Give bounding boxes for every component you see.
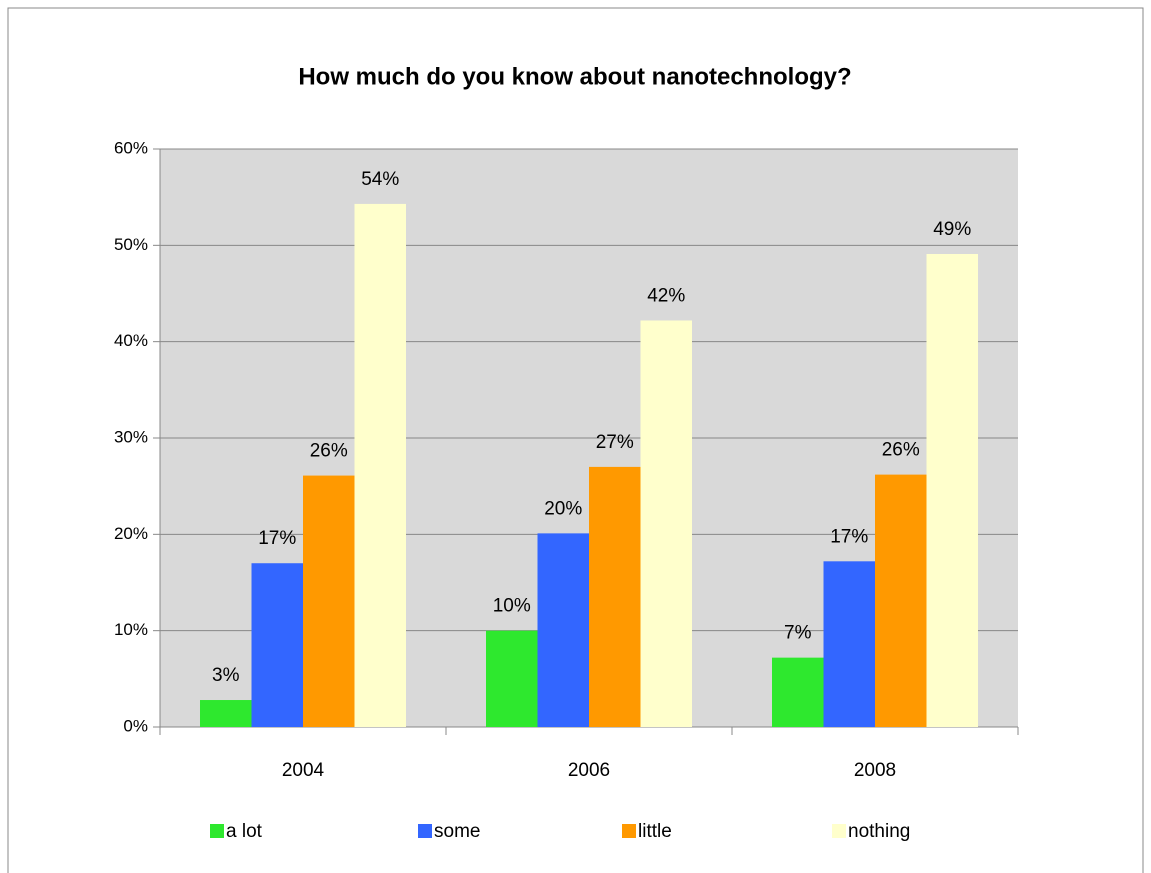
bar (486, 630, 538, 727)
bar (772, 657, 824, 727)
legend-swatch (210, 824, 224, 838)
bar (537, 533, 589, 727)
y-tick-label: 40% (114, 331, 148, 350)
y-tick-label: 20% (114, 524, 148, 543)
x-tick-label: 2008 (854, 760, 896, 781)
bar (823, 561, 875, 727)
legend-label: some (434, 821, 480, 842)
bar (640, 320, 692, 727)
data-label: 42% (647, 285, 685, 306)
data-label: 7% (784, 623, 812, 644)
legend-label: a lot (226, 821, 263, 842)
y-tick-label: 10% (114, 620, 148, 639)
data-label: 3% (212, 665, 240, 686)
data-label: 26% (882, 440, 920, 461)
data-label: 17% (830, 526, 868, 547)
data-label: 54% (361, 169, 399, 190)
bar (589, 466, 641, 727)
data-label: 20% (544, 498, 582, 519)
y-tick-label: 50% (114, 235, 148, 254)
y-tick-label: 30% (114, 427, 148, 446)
bar (251, 563, 303, 727)
y-tick-label: 0% (123, 716, 148, 735)
bar (303, 475, 355, 727)
bar (926, 254, 978, 727)
chart-title: How much do you know about nanotechnolog… (298, 63, 851, 90)
legend-swatch (832, 824, 846, 838)
data-label: 27% (596, 432, 634, 453)
legend-swatch (418, 824, 432, 838)
data-label: 26% (310, 441, 348, 462)
data-label: 49% (933, 219, 971, 240)
x-tick-label: 2006 (568, 760, 610, 781)
bar (875, 474, 927, 727)
legend-swatch (622, 824, 636, 838)
y-tick-label: 60% (114, 138, 148, 157)
legend-label: little (638, 821, 672, 842)
x-tick-label: 2004 (282, 760, 325, 781)
data-label: 10% (493, 596, 531, 617)
data-label: 17% (258, 528, 296, 549)
bar (200, 700, 252, 727)
bar (354, 203, 406, 727)
legend-label: nothing (848, 821, 910, 842)
